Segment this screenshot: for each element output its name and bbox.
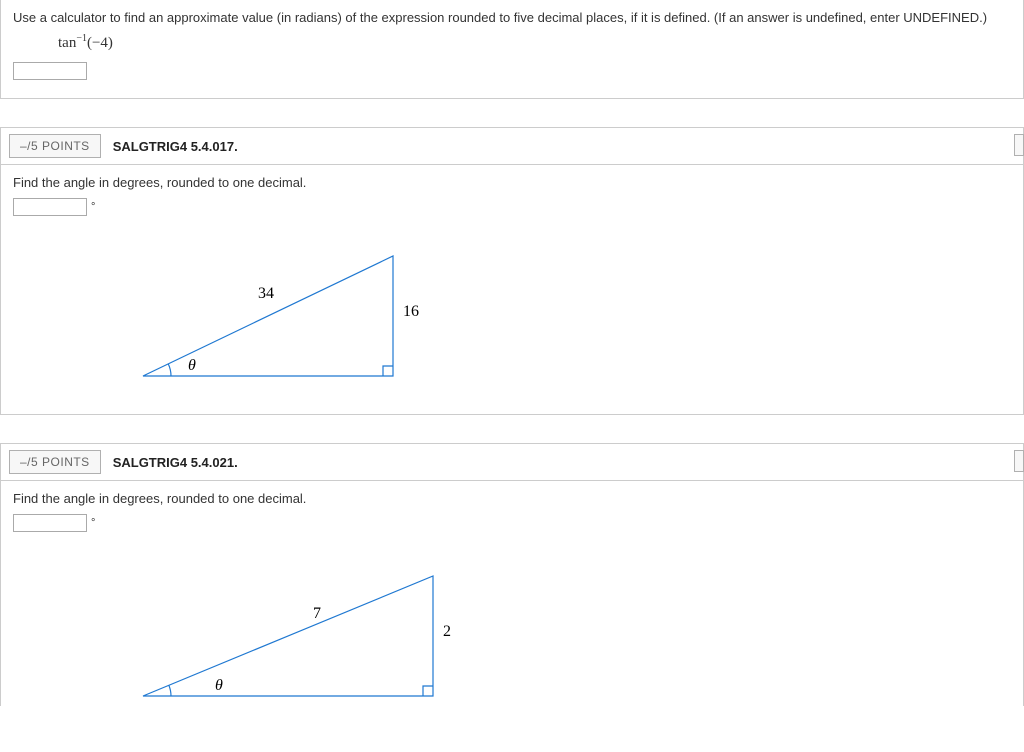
question-2: –/5 POINTS SALGTRIG4 5.4.017. Find the a…: [0, 127, 1024, 415]
degree-symbol: °: [91, 517, 95, 529]
q3-prompt: Find the angle in degrees, rounded to on…: [13, 491, 1011, 506]
points-badge: –/5 POINTS: [9, 134, 101, 158]
q2-answer-input[interactable]: [13, 198, 87, 216]
svg-text:2: 2: [443, 623, 451, 640]
points-badge: –/5 POINTS: [9, 450, 101, 474]
q3-figure: 7 2 θ: [13, 532, 1011, 706]
q1-expression: tan−1(−4): [13, 33, 1011, 52]
svg-text:θ: θ: [215, 677, 223, 694]
degree-symbol: °: [91, 201, 95, 213]
svg-text:7: 7: [313, 605, 321, 622]
expr-func: tan: [58, 35, 76, 51]
header-right-button[interactable]: [1014, 450, 1024, 472]
question-code: SALGTRIG4 5.4.021.: [113, 455, 238, 470]
svg-text:θ: θ: [188, 357, 196, 374]
expr-sup: −1: [76, 33, 87, 44]
q3-answer-input[interactable]: [13, 514, 87, 532]
question-code: SALGTRIG4 5.4.017.: [113, 139, 238, 154]
q2-prompt: Find the angle in degrees, rounded to on…: [13, 175, 1011, 190]
svg-text:16: 16: [403, 303, 419, 320]
expr-arg: (−4): [87, 35, 113, 51]
q2-header: –/5 POINTS SALGTRIG4 5.4.017.: [1, 128, 1023, 165]
question-1: Use a calculator to find an approximate …: [0, 0, 1024, 99]
header-right-button[interactable]: [1014, 134, 1024, 156]
svg-text:34: 34: [258, 285, 274, 302]
question-3: –/5 POINTS SALGTRIG4 5.4.021. Find the a…: [0, 443, 1024, 706]
q2-figure: 34 16 θ: [13, 216, 1011, 396]
q1-prompt: Use a calculator to find an approximate …: [13, 10, 1011, 25]
q3-triangle-svg: 7 2 θ: [133, 566, 473, 706]
q3-header: –/5 POINTS SALGTRIG4 5.4.021.: [1, 444, 1023, 481]
q1-answer-input[interactable]: [13, 62, 87, 80]
q2-triangle-svg: 34 16 θ: [133, 246, 433, 396]
